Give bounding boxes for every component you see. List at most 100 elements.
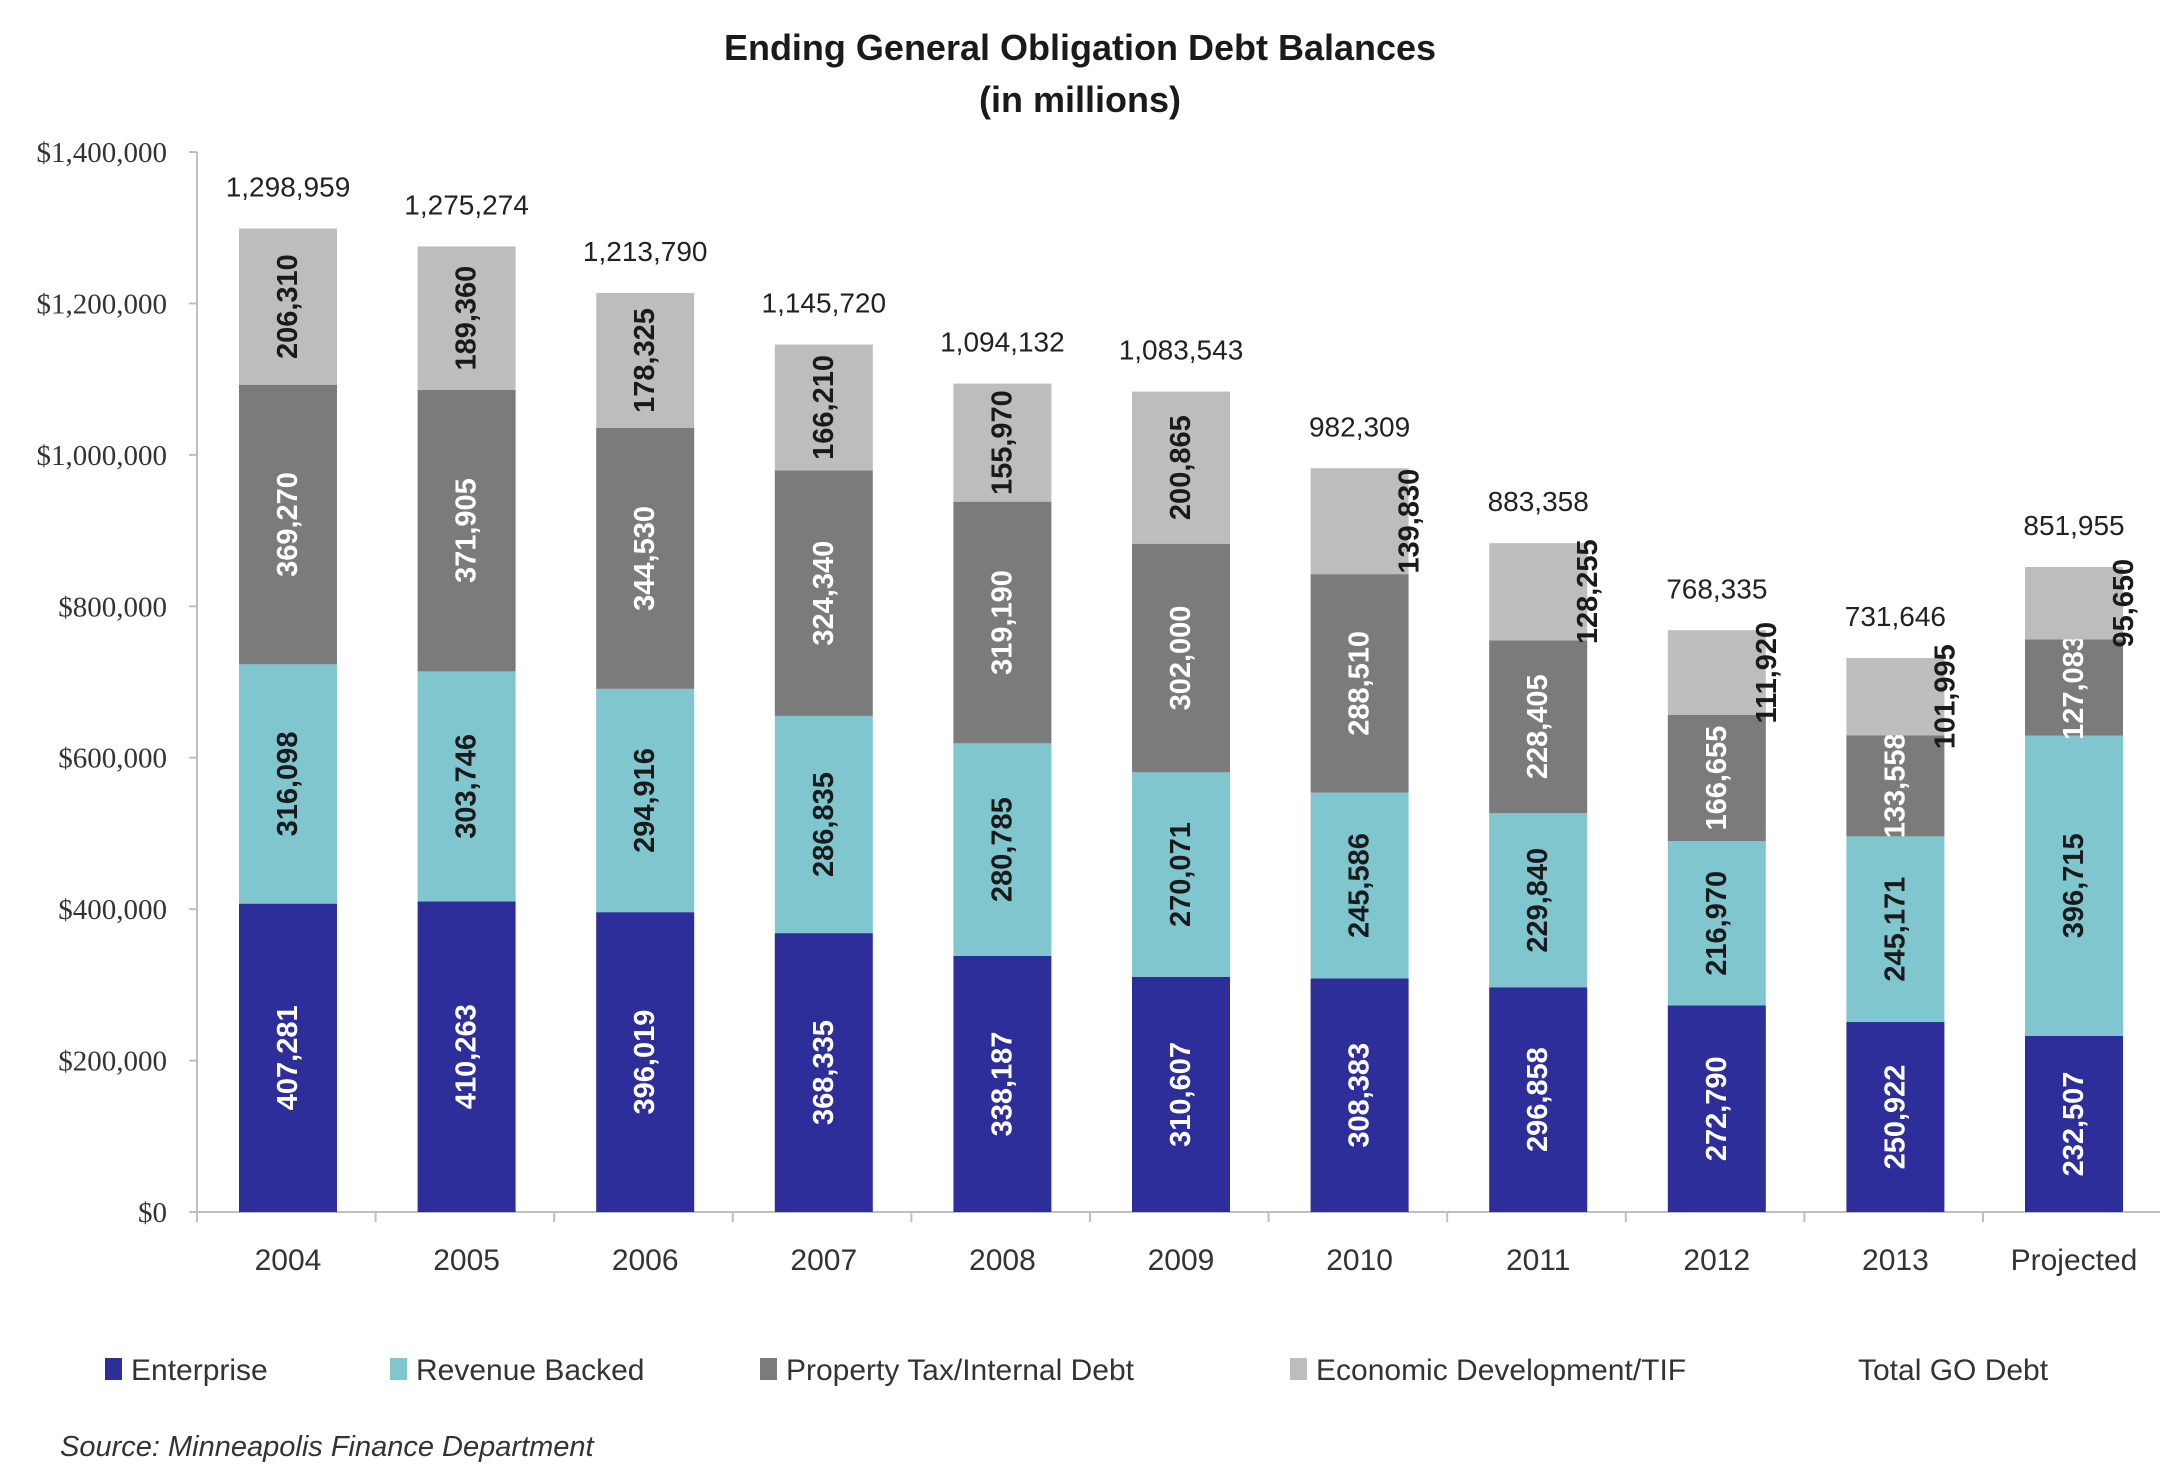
segment-data-label: 127,083: [2058, 635, 2090, 740]
total-data-label: 1,083,543: [1119, 335, 1244, 366]
bar-segment-revenue-backed: [1489, 813, 1588, 988]
bar-segment-revenue-backed: [1132, 772, 1230, 977]
bar-stack-2010: 308,383 245,586 288,510 139,830 982,309: [1309, 411, 1426, 1212]
x-tick-label: 2013: [1862, 1244, 1929, 1277]
bar-stack-2008: 338,187 280,785 319,190 155,970 1,094,132: [940, 327, 1065, 1212]
x-tick-label: 2012: [1683, 1244, 1750, 1277]
bar-segment-economic-development-tif: [2025, 566, 2123, 640]
total-data-label: 1,298,959: [226, 172, 351, 203]
segment-data-label: 410,263: [451, 1004, 483, 1109]
y-tick-label: $0: [138, 1197, 167, 1229]
segment-data-label: 229,840: [1522, 848, 1554, 953]
segment-data-label: 166,655: [1701, 726, 1733, 831]
segment-data-label: 270,071: [1165, 822, 1197, 927]
legend-swatch: [105, 1358, 122, 1380]
bar-stack-2012: 272,790 216,970 166,655 111,920 768,335: [1666, 573, 1783, 1212]
bar-segment-economic-development-tif: [1667, 630, 1766, 716]
bar-segment-enterprise: [1846, 1022, 1945, 1212]
axes: $0 $200,000 $400,000 $600,000 $800,000 $1,000…: [37, 137, 2160, 1277]
bar-segment-revenue-backed: [239, 664, 337, 904]
bar-segment-revenue-backed: [1310, 792, 1409, 979]
segment-data-label: 245,171: [1879, 877, 1911, 982]
segment-data-label: 319,190: [986, 570, 1018, 675]
chart-title: Ending General Obligation Debt Balances: [724, 27, 1436, 68]
legend-label: Economic Development/TIF: [1316, 1354, 1686, 1387]
bar-stack-projected: 232,507 396,715 127,083 95,650 851,955: [2023, 510, 2140, 1212]
bar-stack-2007: 368,335 286,835 324,340 166,210 1,145,720: [762, 288, 886, 1212]
legend: Enterprise Revenue Backed Property Tax/Int…: [105, 1354, 2049, 1387]
legend-swatch: [760, 1358, 777, 1380]
segment-data-label: 178,325: [629, 308, 661, 413]
bar-stack-2006: 396,019 294,916 344,530 178,325 1,213,790: [583, 236, 707, 1212]
x-tick-label: 2004: [255, 1244, 322, 1277]
segment-data-label: 407,281: [272, 1005, 304, 1110]
bar-stack-2004: 407,281 316,098 369,270 206,310 1,298,959: [226, 172, 351, 1212]
segment-data-label: 396,019: [629, 1010, 661, 1115]
segment-data-label: 101,995: [1929, 644, 1961, 749]
x-tick-label: 2007: [790, 1244, 857, 1277]
segment-data-label: 166,210: [808, 355, 840, 460]
segment-data-label: 286,835: [808, 772, 840, 877]
legend-item-total-go-debt: Total GO Debt: [1858, 1354, 2049, 1387]
segment-data-label: 133,558: [1879, 733, 1911, 838]
y-tick-label: $400,000: [58, 894, 167, 926]
bar-segment-enterprise: [239, 903, 337, 1212]
legend-label: Property Tax/Internal Debt: [786, 1354, 1135, 1387]
legend-label: Revenue Backed: [416, 1354, 645, 1387]
y-tick-label: $800,000: [58, 591, 167, 623]
bar-segment-property-tax-internal-debt: [1846, 735, 1945, 837]
bar-segment-enterprise: [417, 901, 516, 1212]
bar-segment-property-tax-internal-debt: [417, 389, 516, 672]
legend-item-revenue-backed: Revenue Backed: [390, 1354, 645, 1387]
segment-data-label: 280,785: [986, 797, 1018, 902]
x-tick-label: 2010: [1326, 1244, 1393, 1277]
segment-data-label: 200,865: [1165, 415, 1197, 520]
segment-data-label: 324,340: [808, 541, 840, 646]
bar-segment-enterprise: [1667, 1005, 1766, 1212]
bar-segment-economic-development-tif: [596, 292, 695, 429]
bars: 407,281 316,098 369,270 206,310 1,298,959 410…: [226, 172, 2140, 1212]
bar-segment-enterprise: [596, 912, 695, 1212]
bar-segment-property-tax-internal-debt: [1310, 574, 1409, 793]
segment-data-label: 308,383: [1344, 1043, 1376, 1148]
segment-data-label: 250,922: [1879, 1065, 1911, 1170]
bar-segment-property-tax-internal-debt: [953, 501, 1052, 744]
y-tick-label: $200,000: [58, 1046, 167, 1078]
total-data-label: 982,309: [1309, 411, 1410, 442]
x-tick-label: 2009: [1148, 1244, 1215, 1277]
bar-segment-economic-development-tif: [774, 344, 873, 471]
bar-segment-economic-development-tif: [953, 383, 1052, 502]
legend-item-enterprise: Enterprise: [105, 1354, 268, 1387]
y-tick-label: $600,000: [58, 743, 167, 775]
bar-segment-enterprise: [1132, 976, 1230, 1212]
legend-label: Total GO Debt: [1858, 1354, 2049, 1387]
bar-segment-revenue-backed: [1846, 836, 1945, 1023]
segment-data-label: 128,255: [1572, 539, 1604, 644]
bar-segment-property-tax-internal-debt: [596, 428, 695, 689]
segment-data-label: 272,790: [1701, 1056, 1733, 1161]
bar-stack-2013: 250,922 245,171 133,558 101,995 731,646: [1845, 601, 1961, 1212]
legend-item-property-tax-internal-debt: Property Tax/Internal Debt: [760, 1354, 1135, 1387]
source-note: Source: Minneapolis Finance Department: [60, 1431, 595, 1463]
total-data-label: 883,358: [1488, 486, 1589, 517]
total-data-label: 1,094,132: [940, 327, 1065, 358]
segment-data-label: 245,586: [1344, 833, 1376, 938]
bar-segment-enterprise: [953, 955, 1052, 1212]
segment-data-label: 228,405: [1522, 674, 1554, 779]
segment-data-label: 296,858: [1522, 1047, 1554, 1152]
legend-item-economic-development-tif: Economic Development/TIF: [1290, 1354, 1686, 1387]
bar-segment-enterprise: [1489, 987, 1588, 1212]
segment-data-label: 302,000: [1165, 606, 1197, 711]
bar-segment-property-tax-internal-debt: [239, 384, 337, 665]
bar-segment-enterprise: [2025, 1035, 2123, 1212]
y-tick-label: $1,400,000: [37, 137, 168, 169]
segment-data-label: 288,510: [1344, 631, 1376, 736]
segment-data-label: 216,970: [1701, 871, 1733, 976]
bar-segment-property-tax-internal-debt: [2025, 639, 2123, 736]
x-tick-label: Projected: [2011, 1244, 2138, 1277]
segment-data-label: 232,507: [2058, 1072, 2090, 1177]
segment-data-label: 368,335: [808, 1020, 840, 1125]
bar-segment-enterprise: [1310, 978, 1409, 1212]
segment-data-label: 155,970: [986, 390, 1018, 495]
